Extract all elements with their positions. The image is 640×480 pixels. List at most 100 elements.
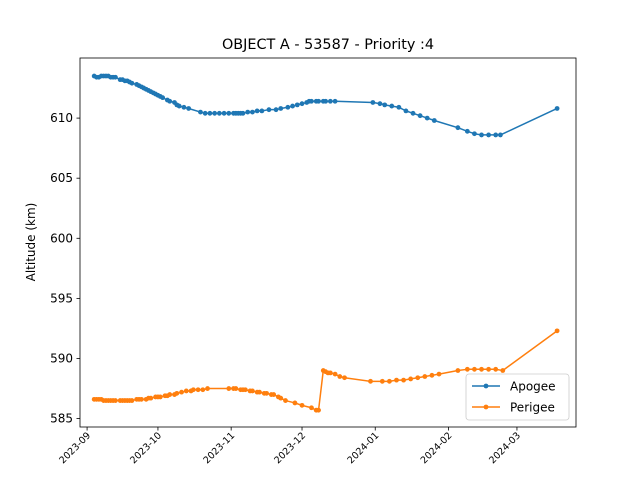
perigee-point (226, 386, 232, 391)
y-tick-label: 610 (50, 111, 73, 125)
plot-area (79, 57, 577, 428)
perigee-point (408, 376, 414, 382)
perigee-point (167, 392, 173, 397)
apogee-point (472, 131, 477, 137)
apogee-point (389, 103, 395, 109)
apogee-point (493, 132, 499, 138)
x-tick-label: 2023-12 (272, 430, 308, 466)
apogee-point (221, 110, 227, 116)
perigee-point (401, 377, 406, 383)
legend-label-apogee: Apogee (510, 380, 556, 394)
apogee-point (309, 98, 314, 104)
perigee-point (327, 370, 333, 376)
perigee-point (436, 371, 442, 377)
perigee-point (271, 392, 277, 397)
apogee-point (455, 125, 461, 131)
apogee-point (207, 110, 213, 116)
perigee-point (233, 386, 239, 391)
perigee-point (387, 378, 392, 384)
perigee-point (174, 390, 180, 396)
legend-label-perigee: Perigee (510, 401, 555, 415)
apogee-point (202, 110, 208, 116)
perigee-point (205, 386, 210, 391)
apogee-point (498, 132, 503, 138)
apogee-point (113, 74, 118, 80)
perigee-point (493, 366, 499, 372)
legend-marker-apogee (483, 383, 489, 389)
perigee-point (309, 405, 314, 411)
apogee-point (198, 109, 203, 115)
apogee-point (486, 132, 492, 138)
perigee-point (455, 368, 461, 373)
apogee-point (327, 98, 333, 104)
apogee-point (554, 106, 560, 111)
x-tick-label: 2024-03 (487, 430, 523, 466)
apogee-point (332, 98, 338, 104)
series-apogee (91, 73, 560, 138)
apogee-point (294, 102, 300, 108)
perigee-point (415, 375, 421, 381)
x-tick-label: 2024-01 (346, 430, 382, 466)
perigee-point (242, 387, 248, 393)
chart-title: OBJECT A - 53587 - Priority :4 (222, 37, 434, 53)
apogee-point (464, 128, 470, 134)
perigee-point (394, 377, 399, 383)
perigee-point (337, 374, 343, 379)
perigee-point (464, 366, 470, 372)
apogee-point (323, 98, 329, 104)
apogee-point (285, 104, 291, 110)
perigee-point (486, 366, 492, 372)
apogee-point (226, 110, 232, 116)
apogee-line (93, 75, 558, 136)
apogee-point (431, 118, 437, 123)
apogee-point (278, 106, 284, 111)
x-tick-label: 2023-09 (57, 430, 93, 466)
apogee-point (129, 80, 135, 86)
apogee-point (377, 101, 383, 107)
apogee-point (250, 109, 255, 115)
apogee-point (316, 98, 321, 104)
series-perigee (91, 328, 560, 413)
perigee-point (283, 398, 288, 403)
perigee-point (429, 372, 435, 378)
y-tick-label: 585 (50, 412, 73, 426)
apogee-point (240, 110, 246, 116)
perigee-point (157, 394, 163, 400)
y-tick-label: 590 (50, 351, 73, 365)
x-axis: 2023-09 2023-10 2023-11 2023-12 2024-01 2024-… (57, 427, 523, 466)
apogee-point (266, 107, 272, 113)
apogee-point (424, 115, 430, 121)
perigee-point (264, 390, 269, 396)
y-tick-label: 600 (50, 231, 73, 245)
perigee-point (200, 387, 206, 393)
y-tick-label: 605 (50, 171, 73, 185)
x-tick-label: 2024-02 (419, 430, 455, 466)
perigee-point (332, 371, 338, 377)
apogee-point (254, 108, 260, 114)
perigee-point (190, 387, 196, 393)
apogee-point (216, 110, 222, 116)
perigee-point (368, 378, 373, 384)
apogee-point (259, 108, 265, 114)
apogee-point (160, 95, 166, 101)
y-axis-label: Altitude (km) (24, 203, 38, 282)
y-axis: 585 590 595 600 605 610 (50, 111, 80, 426)
perigee-point (472, 366, 477, 372)
perigee-point (292, 400, 298, 406)
perigee-point (422, 374, 428, 379)
legend-marker-perigee (483, 404, 489, 410)
apogee-point (410, 110, 416, 116)
perigee-point (316, 407, 321, 413)
perigee-point (500, 368, 506, 373)
series-layer (91, 73, 560, 413)
perigee-point (179, 389, 184, 395)
perigee-point (113, 398, 118, 403)
apogee-point (479, 132, 484, 138)
perigee-point (379, 378, 385, 384)
apogee-point (245, 109, 251, 115)
legend: Apogee Perigee (465, 373, 570, 421)
plot-frame (79, 57, 577, 428)
perigee-point (250, 388, 255, 394)
apogee-point (382, 102, 388, 108)
